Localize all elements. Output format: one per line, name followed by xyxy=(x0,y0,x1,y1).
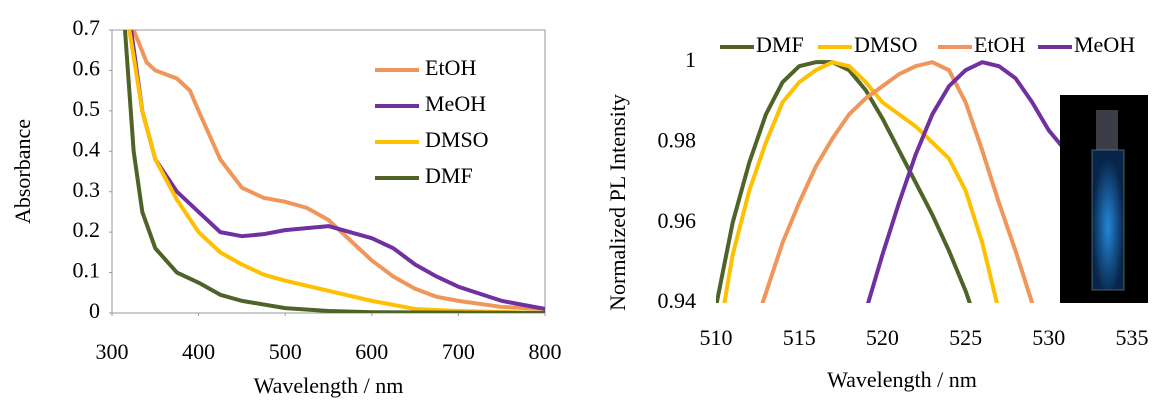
y-tick-label: 1 xyxy=(685,47,696,72)
data-line xyxy=(716,60,972,303)
y-tick-label: 0.1 xyxy=(73,258,101,283)
legend-label: DMSO xyxy=(854,32,918,57)
y-tick-label: 0.6 xyxy=(73,55,101,80)
y-axis-label: Normalized PL Intensity xyxy=(605,94,630,311)
y-tick-label: 0.96 xyxy=(658,208,697,233)
x-tick-label: 530 xyxy=(1032,325,1065,350)
x-tick-label: 500 xyxy=(269,339,302,364)
x-tick-label: 510 xyxy=(700,325,733,350)
x-tick-label: 520 xyxy=(866,325,899,350)
legend: DMF DMSO EtOH MeOH xyxy=(716,32,1135,59)
x-tick-label: 535 xyxy=(1116,325,1149,350)
x-tick-label: 700 xyxy=(442,339,475,364)
plot-area xyxy=(716,60,1085,303)
y-tick-label: 0.3 xyxy=(73,177,101,202)
chart: 0 0.1 0.2 0.3 0.4 0.5 0.6 0.7 300 400 500 600 700 800… xyxy=(10,15,561,398)
data-line xyxy=(722,60,999,303)
data-line xyxy=(760,60,1035,303)
plot-frame xyxy=(111,29,546,314)
data-line xyxy=(129,30,545,311)
data-line xyxy=(866,60,1085,303)
y-tick-label: 0 xyxy=(89,298,100,323)
legend-label: DMSO xyxy=(425,127,489,152)
legend-label: MeOH xyxy=(1074,32,1135,57)
y-tick-label: 0.98 xyxy=(658,127,697,152)
x-tick-label: 600 xyxy=(355,339,388,364)
x-axis-label: Wavelength / nm xyxy=(254,373,404,398)
y-tick-label: 0.4 xyxy=(73,136,101,161)
x-tick-label: 400 xyxy=(182,339,215,364)
legend: EtOH MeOH DMSO DMF xyxy=(375,55,489,188)
legend-label: DMF xyxy=(756,32,804,57)
legend-label: EtOH xyxy=(974,32,1025,57)
y-tick-label: 0.2 xyxy=(73,217,101,242)
x-tick-label: 300 xyxy=(96,339,129,364)
legend-label: MeOH xyxy=(425,91,486,116)
x-tick-label: 515 xyxy=(783,325,816,350)
legend-label: EtOH xyxy=(425,55,476,80)
data-line xyxy=(127,30,545,313)
y-tick-label: 0.5 xyxy=(73,96,101,121)
chart: 0.94 0.96 0.98 1 510 515 520 525 530 535 Normalize… xyxy=(605,47,1148,392)
x-axis-label: Wavelength / nm xyxy=(827,367,977,392)
y-tick-label: 0.7 xyxy=(73,15,101,40)
x-tick-label: 525 xyxy=(949,325,982,350)
x-tick-label: 800 xyxy=(529,339,562,364)
legend-label: DMF xyxy=(425,163,473,188)
data-line xyxy=(131,30,545,311)
plot-area xyxy=(122,30,545,313)
y-tick-label: 0.94 xyxy=(658,288,697,313)
data-line xyxy=(122,30,545,313)
inset-photo xyxy=(1060,95,1148,303)
y-axis-label: Absorbance xyxy=(10,119,35,224)
